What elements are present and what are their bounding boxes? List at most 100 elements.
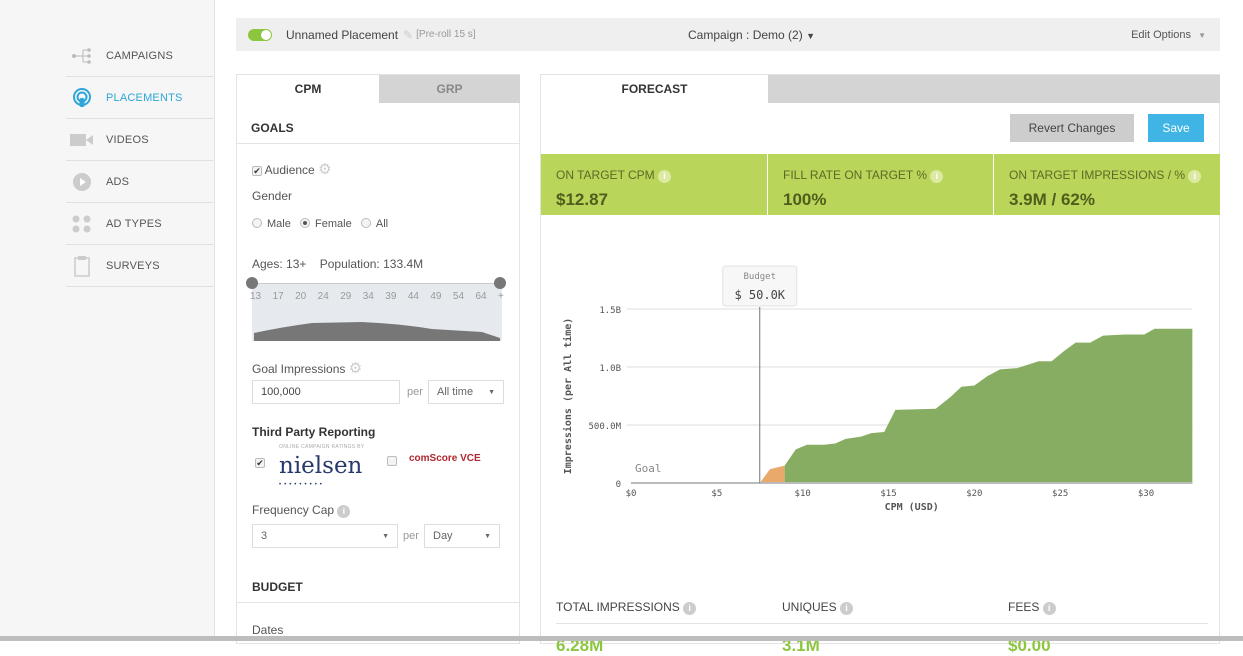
tab-cpm[interactable]: CPM bbox=[237, 75, 379, 103]
x-tick-label: $30 bbox=[1138, 489, 1154, 499]
gender-radio-group: Male Female All bbox=[252, 218, 388, 230]
goal-impressions-label: Goal Impressions bbox=[252, 362, 346, 376]
sidebar-item-videos[interactable]: VIDEOS bbox=[66, 119, 213, 161]
nielsen-caption: ONLINE CAMPAIGN RATINGS BY bbox=[279, 444, 365, 450]
area-on-target bbox=[784, 328, 1193, 483]
age-min-handle[interactable] bbox=[246, 277, 258, 289]
y-tick-label: 1.0B bbox=[599, 364, 621, 374]
age-max-handle[interactable] bbox=[494, 277, 506, 289]
age-range-slider[interactable]: 13 17 20 24 29 34 39 44 49 54 64 + bbox=[246, 277, 506, 341]
placement-name: Unnamed Placement bbox=[286, 27, 399, 42]
x-tick-label: $5 bbox=[711, 489, 722, 499]
age-tick: 54 bbox=[452, 291, 465, 302]
info-icon[interactable]: i bbox=[840, 602, 854, 615]
caret-down-icon: ▼ bbox=[484, 532, 491, 540]
nielsen-checkbox[interactable]: ✔ bbox=[255, 458, 265, 468]
sidebar-item-surveys[interactable]: SURVEYS bbox=[66, 245, 213, 287]
clipboard-icon bbox=[68, 255, 96, 277]
sidebar-item-label: ADS bbox=[106, 175, 130, 188]
edit-options-label: Edit Options bbox=[1131, 28, 1192, 41]
goal-impressions-input[interactable]: 100,000 bbox=[252, 380, 400, 404]
placement-header: Unnamed Placement ✎ [Pre-roll 15 s] Camp… bbox=[236, 18, 1220, 51]
play-icon bbox=[68, 172, 96, 192]
sidebar-item-label: SURVEYS bbox=[106, 259, 160, 272]
divider bbox=[237, 602, 520, 603]
info-icon[interactable]: i bbox=[1042, 602, 1056, 615]
sidebar-item-ads[interactable]: ADS bbox=[66, 161, 213, 203]
x-axis-title: CPM (USD) bbox=[885, 502, 939, 513]
info-icon[interactable]: i bbox=[930, 170, 944, 183]
sidebar-item-ad-types[interactable]: AD TYPES bbox=[66, 203, 213, 245]
goal-impressions-row: Goal Impressions ⚙ bbox=[252, 359, 362, 377]
sidebar-item-label: PLACEMENTS bbox=[106, 91, 183, 104]
sidebar-item-label: VIDEOS bbox=[106, 133, 149, 146]
sidebar-item-campaigns[interactable]: CAMPAIGNS bbox=[66, 35, 213, 77]
campaign-selector[interactable]: Campaign : Demo (2) ▼ bbox=[688, 28, 815, 42]
nielsen-logo: ONLINE CAMPAIGN RATINGS BY nielsen •••••… bbox=[279, 443, 379, 490]
frequency-period-select[interactable]: Day ▼ bbox=[424, 524, 500, 548]
goals-heading: GOALS bbox=[251, 121, 294, 135]
divider bbox=[237, 143, 520, 144]
y-tick-label: 0 bbox=[616, 480, 621, 490]
budget-tooltip-title: Budget bbox=[743, 272, 776, 282]
settings-panel: CPM GRP GOALS ✔ Audience ⚙ Gender Male F… bbox=[236, 74, 520, 644]
caret-down-icon: ▼ bbox=[806, 30, 815, 41]
info-icon[interactable]: i bbox=[683, 602, 697, 615]
age-tick: 39 bbox=[385, 291, 397, 302]
x-tick-label: $10 bbox=[795, 489, 811, 499]
placement-active-toggle[interactable] bbox=[248, 28, 272, 41]
grid-dots-icon bbox=[68, 215, 96, 233]
gear-icon[interactable]: ⚙ bbox=[348, 360, 363, 377]
revert-changes-button[interactable]: Revert Changes bbox=[1010, 114, 1134, 142]
x-tick-label: $20 bbox=[966, 489, 982, 499]
comscore-checkbox[interactable] bbox=[387, 455, 397, 469]
gender-female-radio[interactable]: Female bbox=[300, 218, 352, 230]
sidebar-item-label: CAMPAIGNS bbox=[106, 49, 173, 62]
sidebar: CAMPAIGNS PLACEMENTS VIDEOS ADS AD TYPES… bbox=[0, 0, 215, 641]
caret-down-icon: ▼ bbox=[1198, 30, 1206, 40]
placement-type: [Pre-roll 15 s] bbox=[416, 29, 476, 40]
budget-tooltip-value: $ 50.0K bbox=[734, 288, 785, 302]
age-tick: 44 bbox=[407, 291, 419, 302]
age-population-row: Ages: 13+ Population: 133.4M bbox=[252, 257, 423, 271]
third-party-heading: Third Party Reporting bbox=[252, 425, 376, 439]
gender-male-radio[interactable]: Male bbox=[252, 218, 291, 230]
age-tick: 17 bbox=[272, 291, 284, 302]
audience-checkbox[interactable]: ✔ bbox=[252, 166, 262, 176]
age-distribution-graph bbox=[252, 283, 502, 341]
age-tick: 24 bbox=[317, 291, 329, 302]
per-label: per bbox=[407, 386, 423, 398]
forecast-chart: 0 500.0M 1.0B 1.5B $0 $5 $10 $15 $20 $25 $30 CPM (U… bbox=[562, 265, 1193, 513]
age-tick: 13 bbox=[250, 291, 262, 302]
x-tick-label: $25 bbox=[1052, 489, 1068, 499]
age-tick: 34 bbox=[362, 291, 374, 302]
budget-heading: BUDGET bbox=[252, 580, 303, 594]
tab-forecast[interactable]: FORECAST bbox=[541, 75, 768, 103]
goal-period-select[interactable]: All time ▼ bbox=[428, 380, 504, 404]
frequency-cap-row: Frequency Cap i bbox=[252, 503, 351, 518]
budget-tooltip bbox=[722, 265, 798, 307]
x-tick-label: $0 bbox=[626, 489, 637, 499]
nielsen-dots: ••••••••• bbox=[279, 482, 325, 488]
y-tick-label: 500.0M bbox=[588, 422, 621, 432]
info-icon[interactable]: i bbox=[337, 505, 351, 518]
frequency-cap-select[interactable]: 3 ▼ bbox=[252, 524, 398, 548]
hierarchy-icon bbox=[68, 47, 96, 64]
y-axis-title: Impressions (per All time) bbox=[562, 318, 574, 475]
audience-label: Audience bbox=[264, 163, 315, 177]
frequency-cap-label: Frequency Cap bbox=[252, 503, 335, 517]
save-button[interactable]: Save bbox=[1148, 114, 1204, 142]
gear-icon[interactable]: ⚙ bbox=[318, 161, 332, 178]
age-tick: + bbox=[498, 291, 504, 302]
per-label: per bbox=[403, 530, 419, 542]
age-tick: 49 bbox=[430, 291, 442, 302]
gender-all-radio[interactable]: All bbox=[360, 218, 388, 230]
info-icon[interactable]: i bbox=[658, 170, 672, 183]
tab-grp[interactable]: GRP bbox=[379, 75, 520, 103]
sidebar-item-placements[interactable]: PLACEMENTS bbox=[66, 77, 213, 119]
info-icon[interactable]: i bbox=[1188, 170, 1202, 183]
y-tick-label: 1.5B bbox=[599, 306, 621, 316]
x-tick-label: $15 bbox=[880, 489, 896, 499]
edit-options-button[interactable]: Edit Options ▼ bbox=[1131, 29, 1206, 41]
pencil-icon[interactable]: ✎ bbox=[403, 27, 414, 42]
